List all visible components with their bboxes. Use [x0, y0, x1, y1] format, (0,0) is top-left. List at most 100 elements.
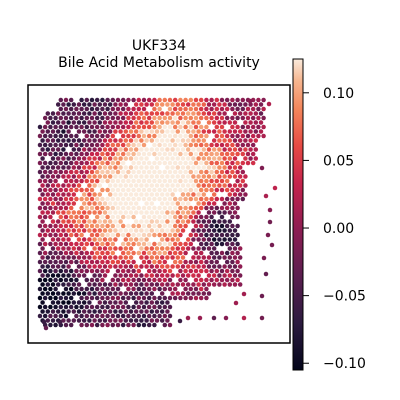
tissue-spot	[92, 147, 97, 152]
tissue-spot	[66, 183, 71, 188]
tissue-spot	[40, 165, 45, 170]
tissue-spot	[64, 260, 69, 265]
tissue-spot	[46, 291, 51, 296]
tissue-spot	[230, 134, 235, 139]
tissue-spot	[90, 98, 95, 103]
tissue-spot	[181, 192, 186, 197]
tissue-spot	[48, 179, 53, 184]
tissue-spot	[191, 129, 196, 134]
tissue-spot	[256, 107, 261, 112]
tissue-spot	[85, 170, 90, 175]
tissue-spot	[157, 215, 162, 220]
tissue-spot	[183, 296, 188, 301]
tissue-spot	[56, 120, 61, 125]
tissue-spot	[243, 147, 248, 152]
tissue-spot	[43, 314, 48, 319]
tissue-spot	[176, 147, 181, 152]
tissue-spot	[137, 116, 142, 121]
tissue-spot	[199, 161, 204, 166]
tissue-spot	[92, 192, 97, 197]
tissue-spot	[228, 282, 233, 287]
tissue-spot	[95, 98, 100, 103]
tissue-spot	[118, 246, 123, 251]
tissue-spot	[176, 246, 181, 251]
tissue-spot	[46, 273, 51, 278]
tissue-spot	[144, 165, 149, 170]
tissue-spot	[199, 251, 204, 256]
tissue-spot	[46, 111, 51, 116]
tissue-spot	[82, 246, 87, 251]
tissue-spot	[56, 174, 61, 179]
tissue-spot	[170, 102, 175, 107]
tissue-spot	[77, 300, 82, 305]
tissue-spot	[217, 138, 222, 143]
tissue-spot	[233, 282, 238, 287]
tissue-spot	[118, 309, 123, 314]
tissue-spot	[108, 129, 113, 134]
tissue-spot	[152, 206, 157, 211]
tissue-spot	[150, 282, 155, 287]
tissue-spot	[77, 246, 82, 251]
tissue-spot	[220, 170, 225, 175]
tissue-spot	[173, 296, 178, 301]
tissue-spot	[256, 98, 261, 103]
tissue-spot	[100, 260, 105, 265]
tissue-spot	[38, 206, 43, 211]
tissue-spot	[186, 156, 191, 161]
tissue-spot	[66, 120, 71, 125]
tissue-spot	[137, 206, 142, 211]
tissue-spot	[95, 170, 100, 175]
tissue-spot	[157, 143, 162, 148]
tissue-spot	[181, 129, 186, 134]
tissue-spot	[196, 237, 201, 242]
tissue-spot	[121, 197, 126, 202]
tissue-spot	[183, 251, 188, 256]
tissue-spot	[116, 314, 121, 319]
tissue-spot	[183, 260, 188, 265]
tissue-spot	[87, 318, 92, 323]
tissue-spot	[59, 170, 64, 175]
tissue-spot	[228, 147, 233, 152]
tissue-spot	[147, 287, 152, 292]
tissue-spot	[61, 300, 66, 305]
tissue-spot	[126, 98, 131, 103]
tissue-spot	[126, 197, 131, 202]
tissue-spot	[207, 282, 212, 287]
tissue-spot	[152, 134, 157, 139]
tissue-spot	[160, 255, 165, 260]
tissue-spot	[66, 318, 71, 323]
tissue-spot	[150, 219, 155, 224]
tissue-spot	[220, 116, 225, 121]
tissue-spot	[196, 129, 201, 134]
tissue-spot	[139, 219, 144, 224]
tissue-spot	[105, 134, 110, 139]
tissue-spot	[157, 233, 162, 238]
tissue-spot	[147, 188, 152, 193]
tissue-spot	[56, 192, 61, 197]
tissue-spot	[144, 219, 149, 224]
tissue-spot	[38, 161, 43, 166]
tissue-spot	[61, 192, 66, 197]
tissue-spot	[95, 161, 100, 166]
tissue-spot	[87, 120, 92, 125]
tissue-spot	[139, 255, 144, 260]
tissue-spot	[105, 152, 110, 157]
tissue-spot	[103, 291, 108, 296]
tissue-spot	[194, 224, 199, 229]
tissue-spot	[118, 219, 123, 224]
tissue-spot	[150, 192, 155, 197]
tissue-spot	[82, 102, 87, 107]
tissue-spot	[157, 251, 162, 256]
tissue-spot	[72, 192, 77, 197]
tissue-spot	[111, 233, 116, 238]
tissue-spot	[157, 242, 162, 247]
tissue-spot	[251, 107, 256, 112]
tissue-spot	[134, 156, 139, 161]
tissue-spot	[43, 215, 48, 220]
tissue-spot	[105, 125, 110, 130]
tissue-spot	[61, 237, 66, 242]
tissue-spot	[215, 251, 220, 256]
tissue-spot	[212, 228, 217, 233]
tissue-spot	[183, 134, 188, 139]
tissue-spot	[222, 264, 227, 269]
